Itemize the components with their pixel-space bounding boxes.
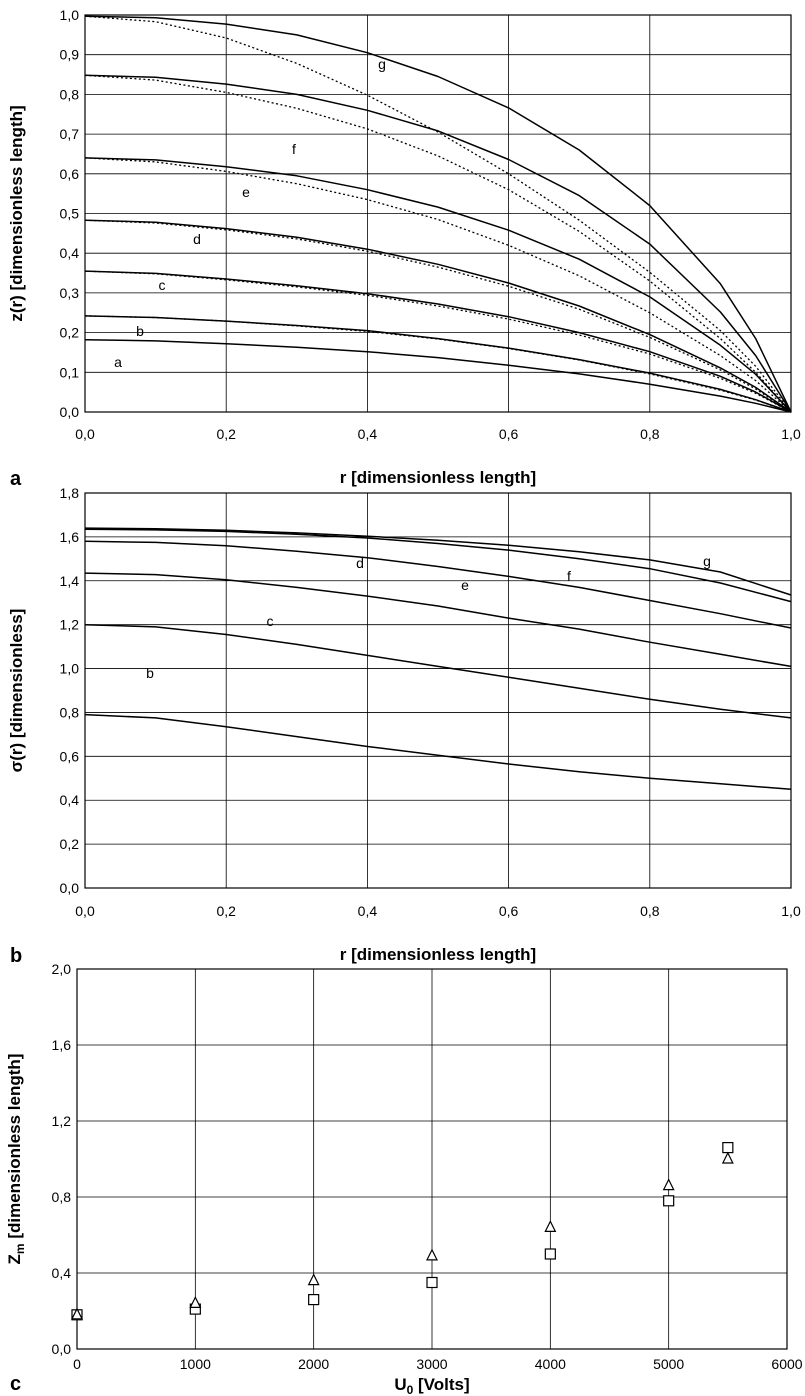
panel-c-y-tick-label: 0,8 [52, 1189, 72, 1205]
panel-a-curve-label-a: a [114, 354, 122, 370]
panel-c-triangle-point [190, 1297, 200, 1307]
panel-c-y-tick-label: 0,4 [52, 1265, 72, 1281]
panel-c-x-tick-label: 2000 [298, 1356, 329, 1372]
panel-b-y-tick-label: 0,2 [60, 836, 80, 852]
panel-a-x-tick-label: 1,0 [781, 426, 801, 442]
panel-letter-b: b [10, 945, 22, 967]
panel-c-square-point [723, 1143, 733, 1153]
panel-b-x-tick-label: 0,4 [358, 903, 378, 919]
panel-c-y-tick-label: 1,6 [52, 1037, 72, 1053]
x-axis-title-rest: [Volts] [413, 1375, 469, 1394]
panel-c-x-tick-label: 1000 [180, 1356, 211, 1372]
panel-c-triangle-point [427, 1250, 437, 1260]
panel-a-curve-label-b: b [136, 323, 144, 339]
panel-b-curve-label-f: f [567, 568, 571, 584]
panel-a-y-tick-label: 0,9 [60, 47, 80, 63]
panel-b-y-tick-label: 1,0 [60, 661, 80, 677]
panel-c-square-point [664, 1196, 674, 1206]
x-axis-title-main: U [394, 1375, 406, 1394]
panel-b-x-tick-label: 0,2 [216, 903, 236, 919]
panel-a-y-tick-label: 0,2 [60, 325, 80, 341]
panel-letter-a: a [10, 468, 22, 490]
panel-a-curve-label-d: d [193, 231, 201, 247]
panel-b-x-tick-label: 0,8 [640, 903, 660, 919]
panel-c-x-tick-label: 0 [73, 1356, 81, 1372]
panel-c-y-tick-label: 1,2 [52, 1113, 72, 1129]
panel-a-x-axis-title: r [dimensionless length] [340, 468, 536, 487]
panel-b-series-d-solid-line [85, 573, 791, 666]
panel-b-series-c-solid-line [85, 625, 791, 718]
panel-a-series-g-solid-line [85, 16, 791, 412]
panel-b-y-axis-title: σ(r) [dimensionless] [7, 609, 26, 773]
panel-a-y-tick-label: 0,8 [60, 86, 80, 102]
panel-c-triangle-point [664, 1180, 674, 1190]
panel-a-y-tick-label: 1,0 [60, 7, 80, 23]
panel-a-series-e-dotted-line [85, 158, 791, 412]
y-axis-title-rest: [dimensionless length] [5, 1054, 24, 1244]
panel-a-y-tick-label: 0,4 [60, 245, 80, 261]
panel-a-y-tick-label: 0,7 [60, 126, 80, 142]
panel-a-x-tick-label: 0,6 [499, 426, 519, 442]
panel-b-y-tick-label: 0,4 [60, 792, 80, 808]
panel-a-curve-label-g: g [378, 56, 386, 72]
panel-b-curve-label-c: c [267, 613, 274, 629]
panel-a-x-tick-label: 0,4 [358, 426, 378, 442]
panel-c-x-axis-title: U0 [Volts] [394, 1375, 469, 1396]
panel-b-y-tick-label: 1,4 [60, 573, 80, 589]
panel-c-x-tick-label: 6000 [771, 1356, 802, 1372]
panel-b-plot-frame [85, 493, 791, 888]
panel-b-series-g-solid-line [85, 528, 791, 595]
panel-c-x-tick-label: 5000 [653, 1356, 684, 1372]
panel-c-square-point [309, 1295, 319, 1305]
panel-a-y-tick-label: 0,3 [60, 285, 80, 301]
y-axis-title-sub: m [13, 1243, 27, 1254]
panel-b-y-tick-label: 1,2 [60, 617, 80, 633]
panel-a-x-tick-label: 0,2 [216, 426, 236, 442]
panel-c-triangle-point [309, 1275, 319, 1285]
panel-a-curve-label-e: e [242, 184, 250, 200]
panel-a-y-tick-label: 0,6 [60, 166, 80, 182]
panel-c-y-axis-title: Zm [dimensionless length] [5, 1054, 27, 1265]
y-axis-title-main: Z [5, 1254, 24, 1264]
panel-a-y-tick-label: 0,5 [60, 206, 80, 222]
panel-a-y-tick-label: 0,0 [60, 404, 80, 420]
panel-b-y-tick-label: 0,6 [60, 748, 80, 764]
panel-b-curve-label-b: b [146, 665, 154, 681]
panel-b-x-tick-label: 0,0 [75, 903, 95, 919]
panel-a-series-g-dotted-line [85, 16, 791, 412]
panel-c-triangle-point [723, 1153, 733, 1163]
panel-b-y-tick-label: 0,0 [60, 880, 80, 896]
panel-a-curve-label-c: c [159, 277, 166, 293]
panel-c-x-tick-label: 4000 [535, 1356, 566, 1372]
panel-c-square-point [427, 1278, 437, 1288]
panel-b-curve-label-g: g [703, 553, 711, 569]
panel-a-curve-label-f: f [292, 141, 296, 157]
panel-c-y-tick-label: 2,0 [52, 961, 72, 977]
panel-c-square-point [545, 1249, 555, 1259]
panel-a-y-axis-title: z(r) [dimensionless length] [7, 105, 26, 321]
panel-b-curve-label-e: e [461, 577, 469, 593]
panel-b-y-tick-label: 1,6 [60, 529, 80, 545]
panel-a-x-tick-label: 0,8 [640, 426, 660, 442]
panel-b-x-axis-title: r [dimensionless length] [340, 945, 536, 964]
panel-c-y-tick-label: 0,0 [52, 1341, 72, 1357]
panel-c-x-tick-label: 3000 [416, 1356, 447, 1372]
panel-c-triangle-point [545, 1221, 555, 1231]
panel-b-series-e-solid-line [85, 541, 791, 628]
panel-a-series-e-solid-line [85, 158, 791, 412]
panel-b-series-b-solid-line [85, 715, 791, 790]
panel-letter-c: c [10, 1373, 21, 1395]
panel-b-x-tick-label: 0,6 [499, 903, 519, 919]
panel-a-series-d-dotted-line [85, 220, 791, 412]
panel-a-series-d-solid-line [85, 220, 791, 412]
panel-a-y-tick-label: 0,1 [60, 364, 80, 380]
panel-b-y-tick-label: 0,8 [60, 704, 80, 720]
panel-b-x-tick-label: 1,0 [781, 903, 801, 919]
panel-b-y-tick-label: 1,8 [60, 485, 80, 501]
panel-a-x-tick-label: 0,0 [75, 426, 95, 442]
